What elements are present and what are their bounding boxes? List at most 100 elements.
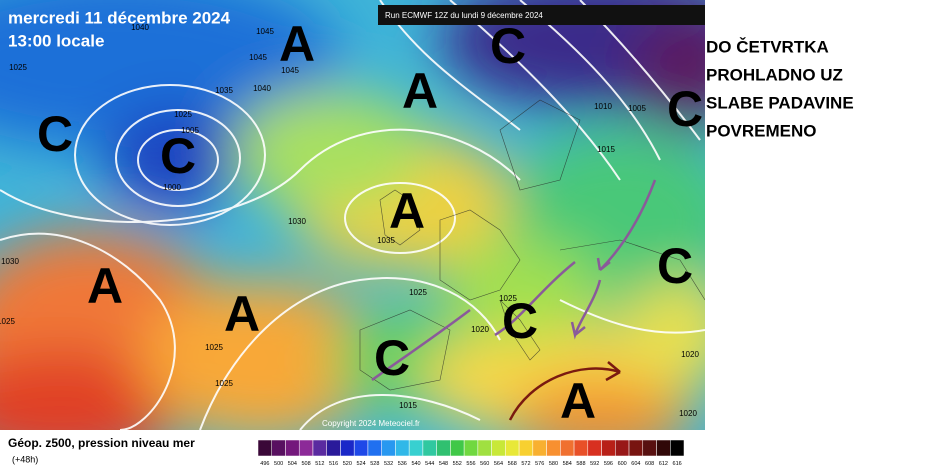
color-swatch bbox=[353, 439, 369, 457]
forecast-note: DO ČETVRTKA PROHLADNO UZ SLABE PADAVINE POV… bbox=[706, 37, 854, 140]
isobar-label: 1020 bbox=[679, 409, 697, 418]
isobar-label: 1035 bbox=[215, 86, 233, 95]
note-line: SLABE PADAVINE bbox=[706, 93, 854, 112]
run-info: Run ECMWF 12Z du lundi 9 décembre 2024 bbox=[385, 11, 543, 20]
color-swatch bbox=[546, 439, 561, 457]
scale-label: 536 bbox=[398, 461, 407, 467]
note-line: POVREMENO bbox=[706, 121, 817, 140]
color-swatch bbox=[560, 439, 575, 457]
warm-arrow bbox=[508, 361, 621, 421]
color-swatch bbox=[532, 439, 547, 457]
color-swatch bbox=[326, 439, 341, 457]
scale-label: 540 bbox=[411, 461, 420, 467]
scale-label: 576 bbox=[535, 461, 544, 467]
color-swatch bbox=[491, 439, 506, 457]
isobar-label: 1015 bbox=[399, 401, 417, 410]
color-swatch bbox=[367, 439, 382, 457]
pressure-system: C bbox=[667, 81, 703, 137]
color-swatch bbox=[628, 439, 644, 457]
isobar-label: 1025 bbox=[499, 294, 517, 303]
scale-label: 544 bbox=[425, 461, 434, 467]
isobar-label: 1030 bbox=[288, 217, 306, 226]
scale-label: 588 bbox=[576, 461, 585, 467]
scale-label: 616 bbox=[673, 461, 682, 467]
scale-label: 580 bbox=[549, 461, 558, 467]
isobar-label: 1005 bbox=[628, 104, 646, 113]
map-background: Run ECMWF 12Z du lundi 9 décembre 2024 m… bbox=[0, 0, 705, 430]
isobar-label: 1035 bbox=[377, 236, 395, 245]
color-swatch bbox=[436, 439, 451, 457]
pressure-system: C bbox=[37, 106, 73, 162]
color-swatch bbox=[670, 439, 685, 457]
color-swatch bbox=[257, 439, 272, 457]
isobar-label: 1030 bbox=[1, 257, 19, 266]
scale-label: 608 bbox=[645, 461, 654, 467]
scale-label: 564 bbox=[494, 461, 503, 467]
isobar-label: 1000 bbox=[163, 183, 181, 192]
color-swatch bbox=[587, 439, 602, 457]
isobar-label: 1025 bbox=[174, 110, 192, 119]
pressure-system: C bbox=[160, 128, 196, 184]
scale-label: 556 bbox=[466, 461, 475, 467]
color-swatch bbox=[573, 439, 589, 457]
isobar-label: 1020 bbox=[681, 350, 699, 359]
color-swatch bbox=[463, 439, 479, 457]
pressure-system: C bbox=[502, 293, 538, 349]
isobar-label: 1045 bbox=[256, 27, 274, 36]
scale-label: 592 bbox=[590, 461, 599, 467]
pressure-system: C bbox=[657, 238, 693, 294]
note-line: DO ČETVRTKA bbox=[706, 37, 829, 56]
copyright: Copyright 2024 Meteociel.fr bbox=[322, 419, 420, 428]
color-swatch bbox=[450, 439, 465, 457]
scale-label: 596 bbox=[604, 461, 613, 467]
isobar-label: 1025 bbox=[215, 379, 233, 388]
color-swatch bbox=[505, 439, 520, 457]
valid-date: mercredi 11 décembre 2024 bbox=[8, 8, 231, 27]
scale-label: 572 bbox=[521, 461, 530, 467]
scale-label: 520 bbox=[343, 461, 352, 467]
color-swatch bbox=[395, 439, 410, 457]
isobar-label: 1025 bbox=[9, 63, 27, 72]
isobar-label: 1015 bbox=[597, 145, 615, 154]
scale-label: 612 bbox=[659, 461, 668, 467]
scale-label: 516 bbox=[329, 461, 338, 467]
color-swatch bbox=[615, 439, 630, 457]
scale-label: 496 bbox=[260, 461, 269, 467]
isobar-label: 1045 bbox=[249, 53, 267, 62]
isobar-label: 1025 bbox=[205, 343, 223, 352]
scale-label: 604 bbox=[631, 461, 640, 467]
scale-label: 512 bbox=[315, 461, 324, 467]
isobar-label: 1025 bbox=[409, 288, 427, 297]
isobar-label: 1020 bbox=[471, 325, 489, 334]
scale-label: 568 bbox=[508, 461, 517, 467]
isobar-label: 1005 bbox=[181, 126, 199, 135]
scale-label: 504 bbox=[288, 461, 297, 467]
color-swatch bbox=[381, 439, 396, 457]
pressure-system: A bbox=[389, 183, 425, 239]
color-swatch bbox=[477, 439, 492, 457]
pressure-system: A bbox=[402, 63, 438, 119]
note-line: PROHLADNO UZ bbox=[706, 65, 843, 84]
color-swatch bbox=[340, 439, 355, 457]
scale-label: 548 bbox=[439, 461, 448, 467]
valid-time: 13:00 locale bbox=[8, 31, 104, 50]
isobar-label: 1040 bbox=[131, 23, 149, 32]
color-swatch bbox=[601, 439, 616, 457]
pressure-system: C bbox=[374, 330, 410, 386]
color-swatch bbox=[642, 439, 657, 457]
color-swatch bbox=[312, 439, 327, 457]
drawn-arrows bbox=[371, 179, 657, 382]
scale-label: 532 bbox=[384, 461, 393, 467]
color-swatch bbox=[518, 439, 534, 457]
scale-label: 560 bbox=[480, 461, 489, 467]
field-title: Géop. z500, pression niveau mer bbox=[8, 436, 195, 450]
color-swatch bbox=[656, 439, 671, 457]
pressure-system: A bbox=[224, 286, 260, 342]
pressure-system: A bbox=[279, 16, 315, 72]
pressure-system: C bbox=[490, 18, 526, 74]
isobar-label: 1025 bbox=[0, 317, 15, 326]
lead-time: (+48h) bbox=[12, 454, 38, 464]
color-swatch bbox=[271, 439, 286, 457]
